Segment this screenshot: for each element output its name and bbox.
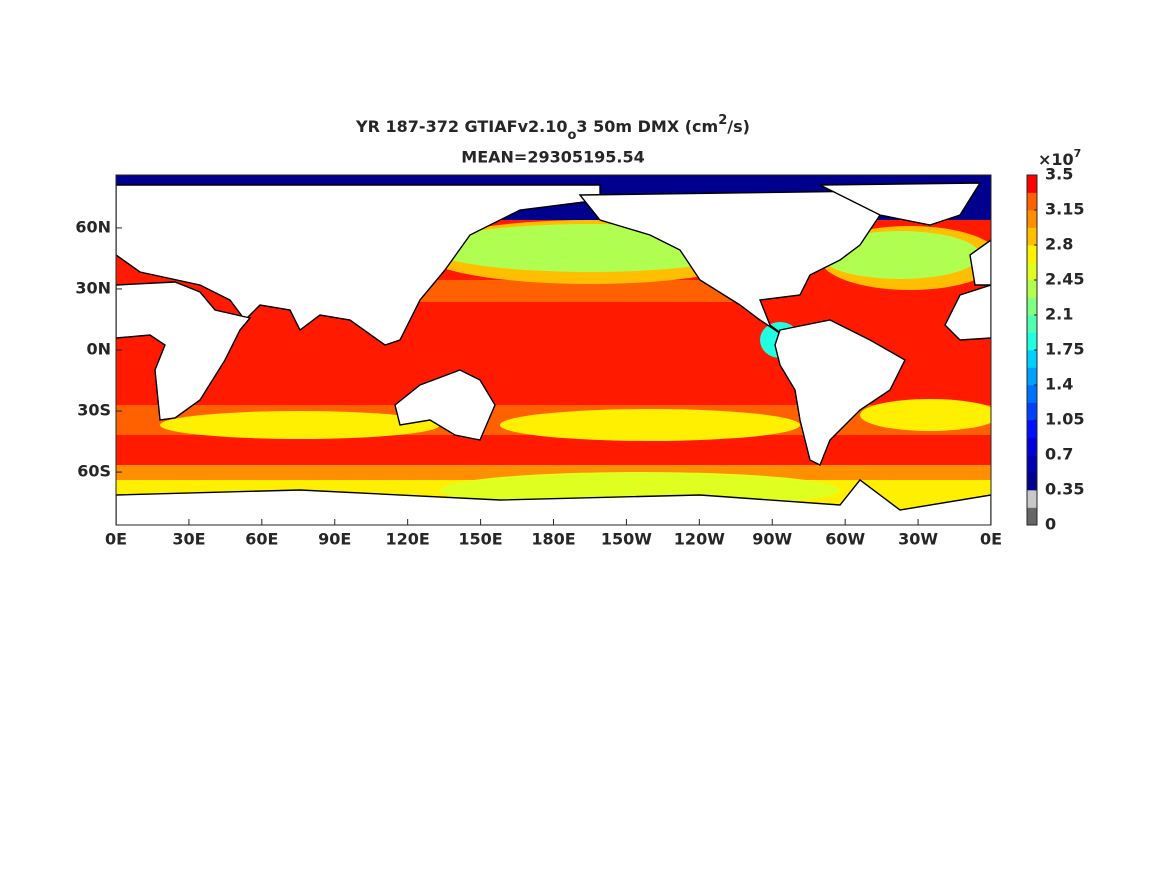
y-tick-label: 60N xyxy=(75,217,111,236)
colorbar-tick-label: 3.5 xyxy=(1045,165,1073,184)
colorbar-tick-label: 0.7 xyxy=(1045,445,1073,464)
x-tick-label: 0E xyxy=(105,530,127,549)
subtitle: MEAN=29305195.54 xyxy=(461,148,644,167)
colorbar-tick-label: 3.15 xyxy=(1045,200,1084,219)
title-subscript: o xyxy=(567,128,576,143)
colorbar-band xyxy=(1027,437,1037,456)
multiplier-exponent: 7 xyxy=(1074,147,1082,160)
x-tick-label: 120E xyxy=(386,530,430,549)
x-tick-label: 150W xyxy=(601,530,652,549)
colorbar-band xyxy=(1027,350,1037,368)
colorbar-band xyxy=(1027,315,1037,333)
colorbar-band xyxy=(1027,455,1037,473)
land xyxy=(944,284,991,341)
land xyxy=(116,479,991,525)
land xyxy=(116,184,601,346)
colorbar-tick-label: 2.45 xyxy=(1045,270,1084,289)
colorbar-band xyxy=(1027,490,1037,508)
colorbar-tick-label: 0 xyxy=(1045,515,1056,534)
colorbar-band xyxy=(1027,280,1037,298)
colorbar-multiplier: ×107 xyxy=(1038,147,1081,169)
land xyxy=(969,239,991,286)
colorbar-tick-label: 1.05 xyxy=(1045,410,1084,429)
ocean-field xyxy=(400,280,760,302)
y-tick-label: 30S xyxy=(77,401,111,420)
colorbar-tick-label: 2.1 xyxy=(1045,305,1073,324)
ocean-field xyxy=(860,399,991,431)
colorbar-band xyxy=(1027,192,1037,211)
x-tick-label: 30W xyxy=(898,530,938,549)
multiplier-base: ×10 xyxy=(1038,150,1074,169)
colorbar-band xyxy=(1027,245,1037,263)
land xyxy=(394,369,496,441)
colorbar-band xyxy=(1027,402,1037,421)
x-tick-label: 150E xyxy=(458,530,502,549)
y-tick-label: 30N xyxy=(75,278,111,297)
colorbar-band xyxy=(1027,367,1037,386)
x-tick-label: 120W xyxy=(674,530,725,549)
title-superscript: 2 xyxy=(718,113,727,128)
title: YR 187-372 GTIAFv2.10o3 50m DMX (cm2/s) xyxy=(355,113,750,143)
colorbar-tick-label: 0.35 xyxy=(1045,480,1084,499)
colorbar-band xyxy=(1027,297,1037,316)
colorbar-tick-label: 2.8 xyxy=(1045,235,1073,254)
colorbar-band xyxy=(1027,227,1037,246)
x-tick-label: 90W xyxy=(752,530,792,549)
x-tick-label: 0E xyxy=(980,530,1002,549)
land xyxy=(819,182,982,226)
colorbar-band xyxy=(1027,175,1037,193)
colorbar-band xyxy=(1027,420,1037,438)
y-tick-label: 60S xyxy=(77,462,111,481)
title-part: /s) xyxy=(727,117,750,136)
title-part: YR 187-372 GTIAFv2.10 xyxy=(355,117,567,136)
ocean-field xyxy=(160,411,440,439)
colorbar-band xyxy=(1027,507,1037,526)
x-tick-label: 180E xyxy=(531,530,575,549)
x-tick-label: 90E xyxy=(318,530,351,549)
x-tick-label: 30E xyxy=(172,530,205,549)
colorbar-tick-label: 1.4 xyxy=(1045,375,1073,394)
land xyxy=(774,319,906,466)
ocean-field xyxy=(500,409,800,441)
colorbar-band xyxy=(1027,262,1037,281)
colorbar-tick-label: 1.75 xyxy=(1045,340,1084,359)
x-tick-label: 60E xyxy=(245,530,278,549)
colorbar-band xyxy=(1027,472,1037,491)
title-part: 3 50m DMX (cm xyxy=(576,117,718,136)
y-tick-label: 0N xyxy=(86,340,111,359)
x-tick-label: 60W xyxy=(825,530,865,549)
map xyxy=(116,175,991,525)
colorbar-band xyxy=(1027,332,1037,351)
colorbar-band xyxy=(1027,385,1037,403)
land xyxy=(116,281,252,421)
colorbar-band xyxy=(1027,210,1037,228)
